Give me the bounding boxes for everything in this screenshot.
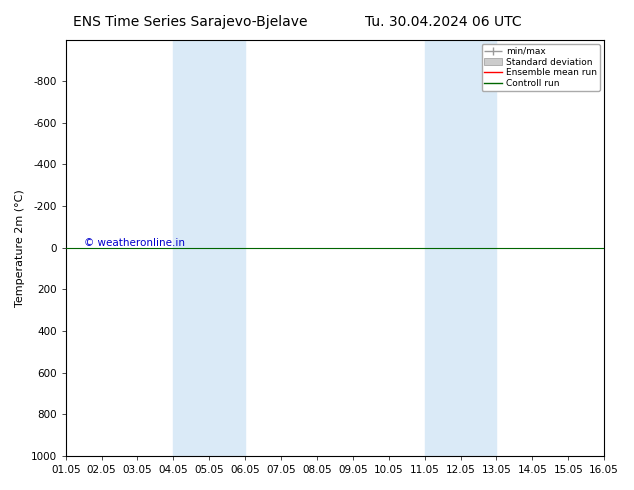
Bar [425, 40, 496, 456]
Legend: min/max, Standard deviation, Ensemble mean run, Controll run: min/max, Standard deviation, Ensemble me… [482, 44, 600, 91]
Text: Tu. 30.04.2024 06 UTC: Tu. 30.04.2024 06 UTC [365, 15, 522, 29]
Text: © weatheronline.in: © weatheronline.in [84, 238, 184, 248]
Y-axis label: Temperature 2m (°C): Temperature 2m (°C) [15, 189, 25, 307]
Text: ENS Time Series Sarajevo-Bjelave: ENS Time Series Sarajevo-Bjelave [73, 15, 307, 29]
Bar [173, 40, 245, 456]
